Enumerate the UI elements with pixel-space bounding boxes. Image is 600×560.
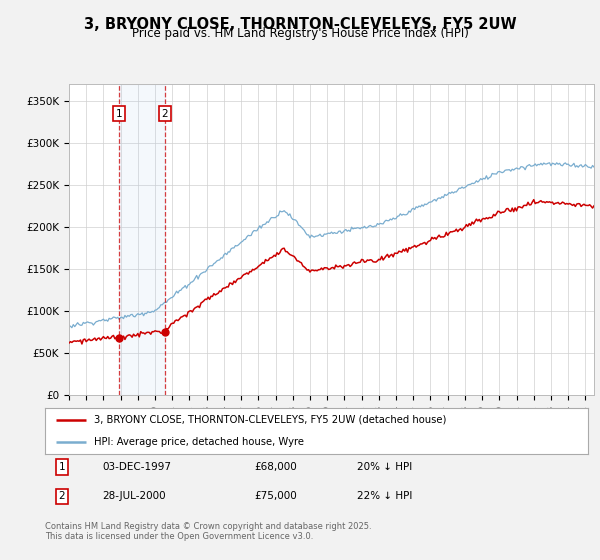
Text: 2: 2	[162, 109, 169, 119]
Text: HPI: Average price, detached house, Wyre: HPI: Average price, detached house, Wyre	[94, 437, 304, 447]
Text: Contains HM Land Registry data © Crown copyright and database right 2025.
This d: Contains HM Land Registry data © Crown c…	[45, 522, 371, 542]
Text: 1: 1	[116, 109, 122, 119]
Text: 3, BRYONY CLOSE, THORNTON-CLEVELEYS, FY5 2UW: 3, BRYONY CLOSE, THORNTON-CLEVELEYS, FY5…	[83, 17, 517, 32]
Text: £75,000: £75,000	[254, 492, 297, 501]
Text: £68,000: £68,000	[254, 462, 297, 472]
Bar	[119, 84, 165, 395]
Text: 2: 2	[59, 492, 65, 501]
Text: 22% ↓ HPI: 22% ↓ HPI	[357, 492, 413, 501]
Text: 20% ↓ HPI: 20% ↓ HPI	[357, 462, 412, 472]
Text: 3, BRYONY CLOSE, THORNTON-CLEVELEYS, FY5 2UW (detached house): 3, BRYONY CLOSE, THORNTON-CLEVELEYS, FY5…	[94, 414, 446, 424]
Text: 1: 1	[59, 462, 65, 472]
Text: 28-JUL-2000: 28-JUL-2000	[102, 492, 166, 501]
Text: 03-DEC-1997: 03-DEC-1997	[102, 462, 171, 472]
Text: Price paid vs. HM Land Registry's House Price Index (HPI): Price paid vs. HM Land Registry's House …	[131, 27, 469, 40]
